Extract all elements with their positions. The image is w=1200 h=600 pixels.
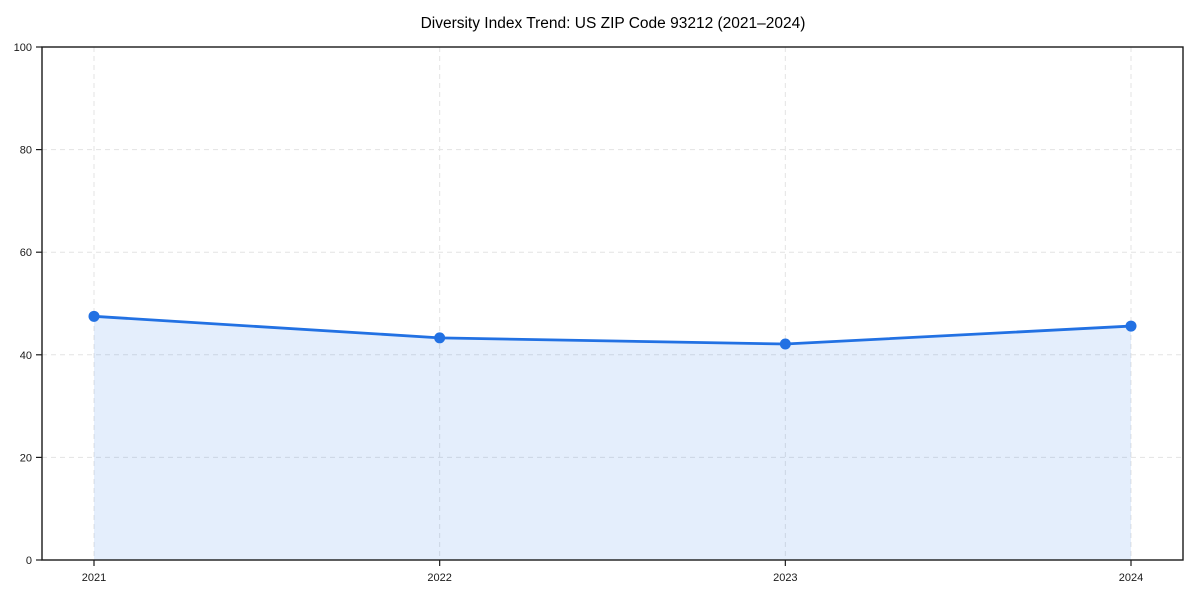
- data-point-2023: [779, 338, 791, 350]
- y-tick-label: 100: [14, 42, 32, 54]
- area-fill: [94, 316, 1131, 560]
- chart-plot-area: 0 20 40 60 80 100 2021 2022 2023 2024: [14, 42, 1184, 584]
- y-tick-label: 0: [26, 555, 32, 567]
- x-tick-label: 2023: [773, 572, 797, 584]
- y-tick-label: 40: [20, 350, 32, 362]
- chart-title: Diversity Index Trend: US ZIP Code 93212…: [421, 15, 806, 32]
- trend-line: [92, 314, 1133, 346]
- data-point-2024: [1125, 320, 1137, 332]
- y-tick-label: 60: [20, 247, 32, 259]
- y-tick-label: 80: [20, 145, 32, 157]
- plot-border: [41, 46, 1184, 561]
- x-tick-label: 2021: [82, 572, 106, 584]
- x-tick-label: 2024: [1119, 572, 1143, 584]
- x-tick-label: 2022: [427, 572, 451, 584]
- data-point-2022: [434, 332, 446, 344]
- y-tick-label: 20: [20, 452, 32, 464]
- data-point-2021: [88, 310, 100, 322]
- plot-background: [42, 47, 1183, 560]
